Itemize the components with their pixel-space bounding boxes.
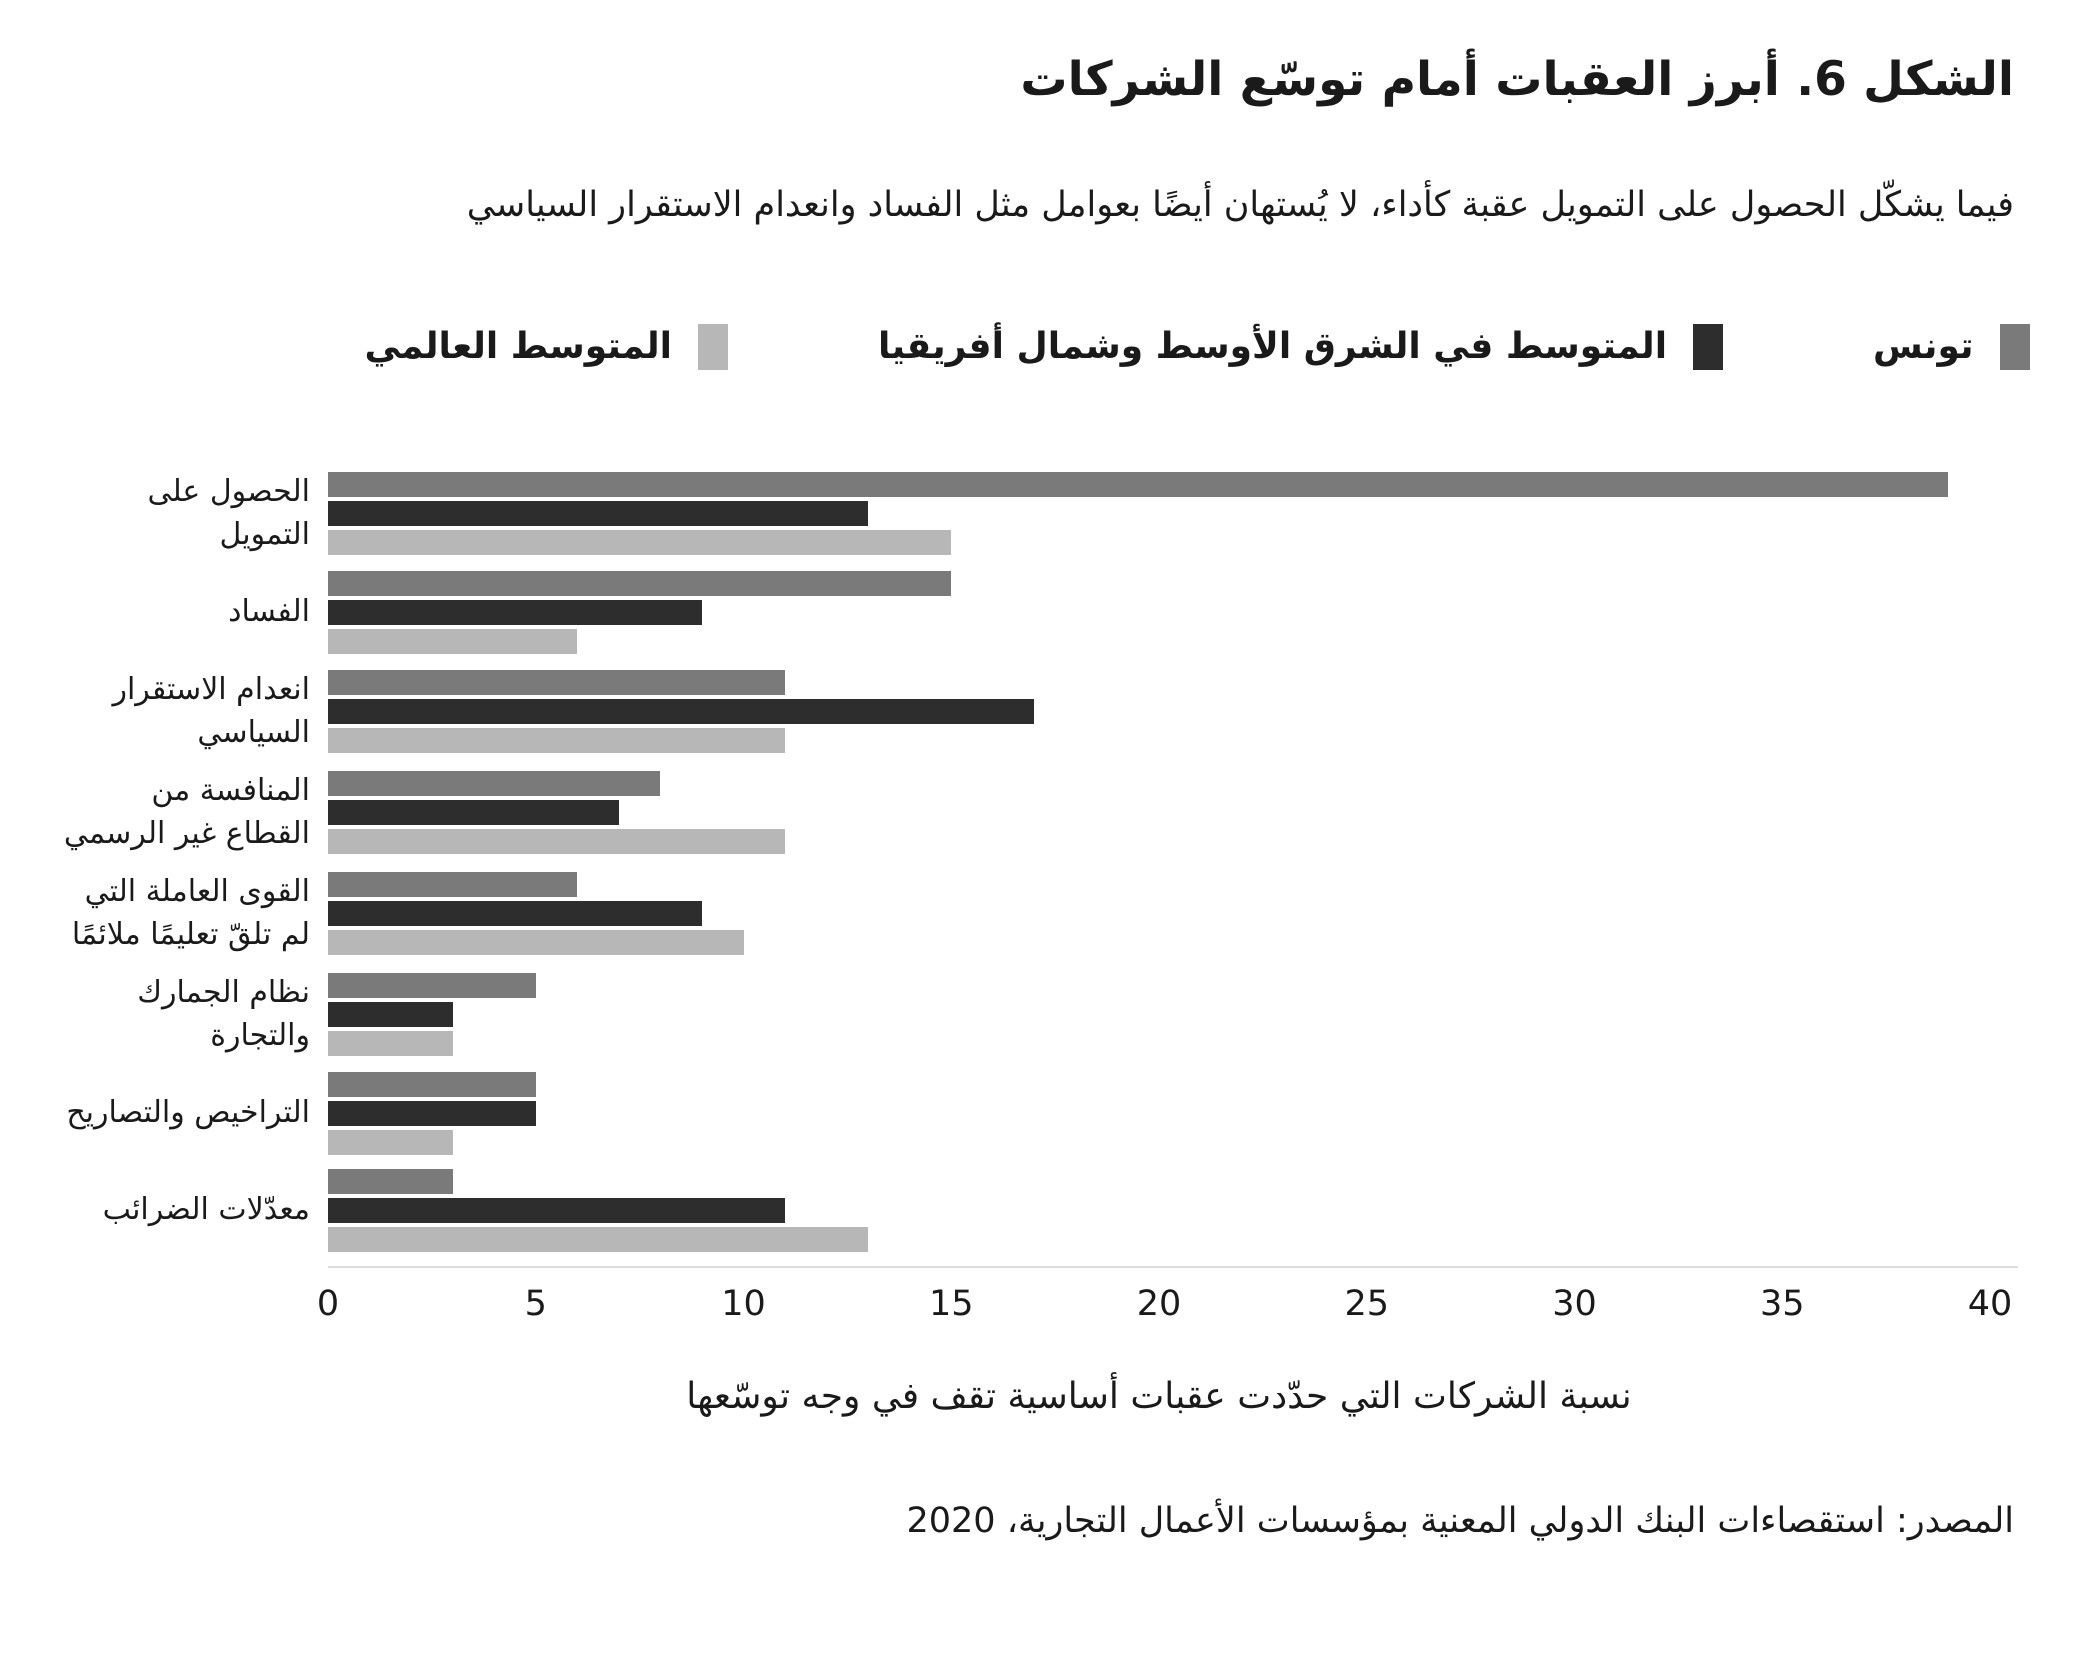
x-axis-tick: 40	[1967, 1283, 2013, 1324]
x-axis-row: 0 5 10 15 20 25 30 35 40	[60, 1265, 2018, 1330]
x-axis-tick: 15	[928, 1283, 974, 1324]
category-group: الحصول على التمويل	[60, 470, 1990, 557]
bar-group	[328, 1168, 1990, 1252]
bar-tunisia	[328, 1071, 536, 1097]
x-axis-tick: 5	[524, 1283, 547, 1324]
bar-tunisia	[328, 570, 952, 596]
bar-mena-average	[328, 900, 702, 926]
category-label: المنافسة من القطاع غير الرسمي	[63, 772, 310, 852]
category-group: القوى العاملة التي لم تلقّ تعليمًا ملائم…	[60, 870, 1990, 957]
bar-chart: الحصول على التمويل الفساد انعدام الاستقرار…	[60, 470, 2018, 1330]
bar-group	[328, 770, 1990, 854]
legend-label-world-average: المتوسط العالمي	[364, 326, 672, 367]
category-label: التراخيص والتصاريح	[66, 1095, 310, 1131]
x-axis-line	[328, 1265, 2018, 1268]
legend-swatch-tunisia	[1999, 323, 2030, 370]
bar-world-average	[328, 1129, 453, 1155]
category-group: انعدام الاستقرار السياسي	[60, 668, 1990, 755]
bar-world-average	[328, 628, 578, 654]
bar-world-average	[328, 1030, 453, 1056]
bar-tunisia	[328, 972, 536, 998]
x-axis: 0 5 10 15 20 25 30 35 40	[317, 1265, 2018, 1330]
bar-mena-average	[328, 1001, 453, 1027]
bar-group	[328, 669, 1990, 753]
category-group: نظام الجمارك والتجارة	[60, 971, 1990, 1058]
x-axis-tick: 20	[1136, 1283, 1182, 1324]
bar-mena-average	[328, 1197, 786, 1223]
page-subtitle: فيما يشكّل الحصول على التمويل عقبة كأداء…	[466, 185, 2014, 225]
category-label: انعدام الاستقرار السياسي	[112, 671, 310, 751]
bar-mena-average	[328, 799, 619, 825]
legend-item-tunisia: تونس	[1873, 323, 2030, 370]
category-label: القوى العاملة التي لم تلقّ تعليمًا ملائم…	[71, 873, 310, 953]
x-axis-label: نسبة الشركات التي حدّدت عقبات أساسية تقف…	[686, 1375, 1632, 1417]
category-label: الفساد	[228, 594, 310, 630]
legend-label-tunisia: تونس	[1873, 326, 1974, 367]
figure-page: الشكل 6. أبرز العقبات أمام توسّع الشركات…	[60, 52, 2084, 1541]
bar-world-average	[328, 929, 744, 955]
category-group: الفساد	[60, 570, 1990, 654]
source-note: المصدر: استقصاءات البنك الدولي المعنية ب…	[906, 1500, 2014, 1541]
bar-mena-average	[328, 599, 702, 625]
legend-label-mena-average: المتوسط في الشرق الأوسط وشمال أفريقيا	[878, 326, 1668, 367]
legend: تونس المتوسط في الشرق الأوسط وشمال أفريقي…	[155, 323, 2084, 370]
page-title: الشكل 6. أبرز العقبات أمام توسّع الشركات	[1020, 52, 2014, 107]
bar-world-average	[328, 529, 952, 555]
bar-group	[328, 972, 1990, 1056]
bar-group	[328, 871, 1990, 955]
bar-mena-average	[328, 500, 869, 526]
bar-mena-average	[328, 698, 1035, 724]
category-group: التراخيص والتصاريح	[60, 1071, 1990, 1155]
axis-label-spacer	[60, 1376, 310, 1417]
x-axis-label-row: نسبة الشركات التي حدّدت عقبات أساسية تقف…	[60, 1376, 1990, 1417]
bar-tunisia	[328, 669, 786, 695]
bar-group	[328, 570, 1990, 654]
bar-tunisia	[328, 770, 661, 796]
bar-world-average	[328, 828, 786, 854]
category-label: نظام الجمارك والتجارة	[137, 974, 310, 1054]
category-group: معدّلات الضرائب	[60, 1168, 1990, 1252]
x-axis-tick: 0	[316, 1283, 340, 1324]
legend-swatch-world-average	[698, 323, 728, 370]
legend-item-world-average: المتوسط العالمي	[364, 323, 728, 370]
bar-world-average	[328, 727, 786, 753]
x-axis-tick: 35	[1759, 1283, 1805, 1324]
category-label: الحصول على التمويل	[147, 473, 310, 553]
x-axis-ticks: 0 5 10 15 20 25 30 35 40	[317, 1283, 2012, 1330]
x-axis-tick: 10	[721, 1283, 766, 1324]
legend-swatch-mena-average	[1693, 323, 1724, 370]
x-axis-tick: 30	[1552, 1283, 1597, 1324]
bar-world-average	[328, 1226, 869, 1252]
bar-tunisia	[328, 1168, 453, 1194]
bar-tunisia	[328, 471, 1949, 497]
bar-group	[328, 471, 1990, 555]
x-axis-tick: 25	[1344, 1283, 1390, 1324]
category-group: المنافسة من القطاع غير الرسمي	[60, 769, 1990, 856]
axis-spacer	[60, 1266, 310, 1330]
category-label: معدّلات الضرائب	[102, 1192, 310, 1228]
bar-tunisia	[328, 871, 578, 897]
bar-group	[328, 1071, 1990, 1155]
legend-item-mena-average: المتوسط في الشرق الأوسط وشمال أفريقيا	[878, 323, 1724, 370]
bar-mena-average	[328, 1100, 536, 1126]
